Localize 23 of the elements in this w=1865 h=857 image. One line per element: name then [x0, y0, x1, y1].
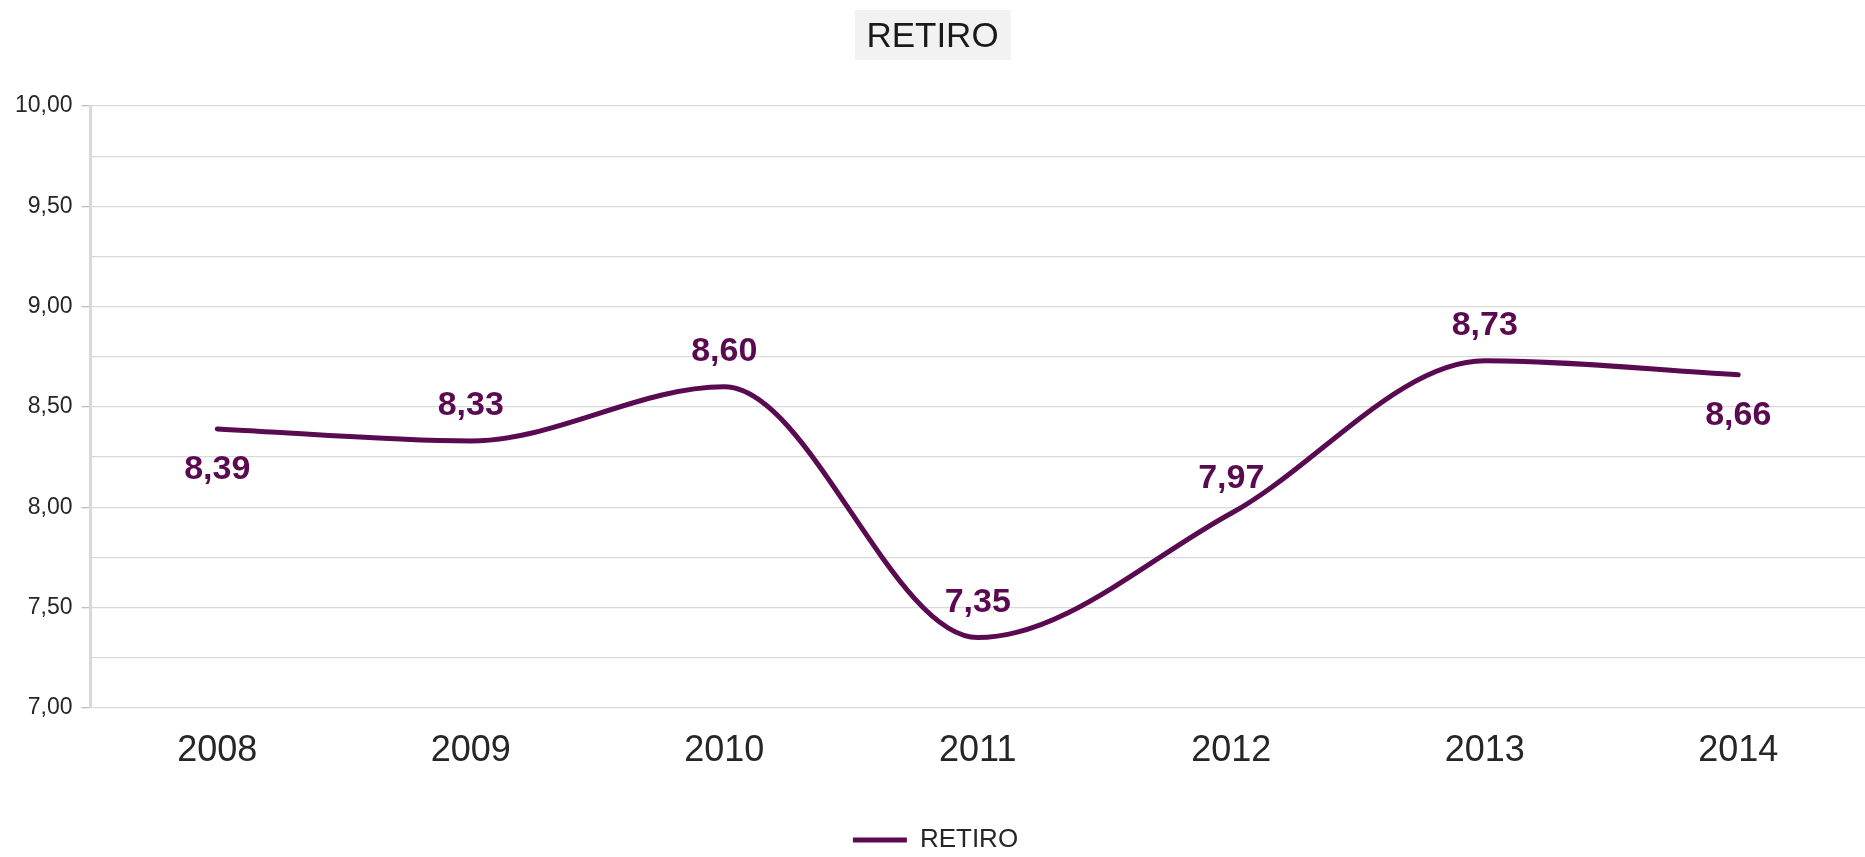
x-tick-label: 2014: [1698, 728, 1779, 770]
x-tick-label: 2008: [177, 728, 258, 770]
data-label: 8,39: [184, 448, 251, 487]
data-label: 8,60: [691, 330, 758, 369]
data-label: 7,97: [1198, 456, 1265, 495]
y-tick-label: 10,00: [14, 91, 73, 118]
y-tick-label: 7,00: [27, 693, 73, 720]
data-label: 7,35: [944, 580, 1011, 619]
y-tick-label: 9,00: [27, 291, 73, 318]
x-tick-label: 2010: [684, 728, 765, 770]
x-tick-label: 2013: [1444, 728, 1525, 770]
x-tick-label: 2012: [1191, 728, 1272, 770]
data-label: 8,73: [1451, 304, 1518, 343]
y-tick-label: 7,50: [27, 592, 73, 619]
y-tick-label: 9,50: [27, 191, 73, 218]
x-tick-label: 2009: [430, 728, 511, 770]
legend-label: RETIRO: [919, 823, 1019, 854]
x-tick-label: 2011: [939, 728, 1017, 770]
chart-title: RETIRO: [854, 10, 1011, 60]
data-label: 8,33: [437, 384, 504, 423]
y-tick-label: 8,50: [27, 392, 73, 419]
data-label: 8,66: [1705, 394, 1772, 433]
y-tick-label: 8,00: [27, 492, 73, 519]
